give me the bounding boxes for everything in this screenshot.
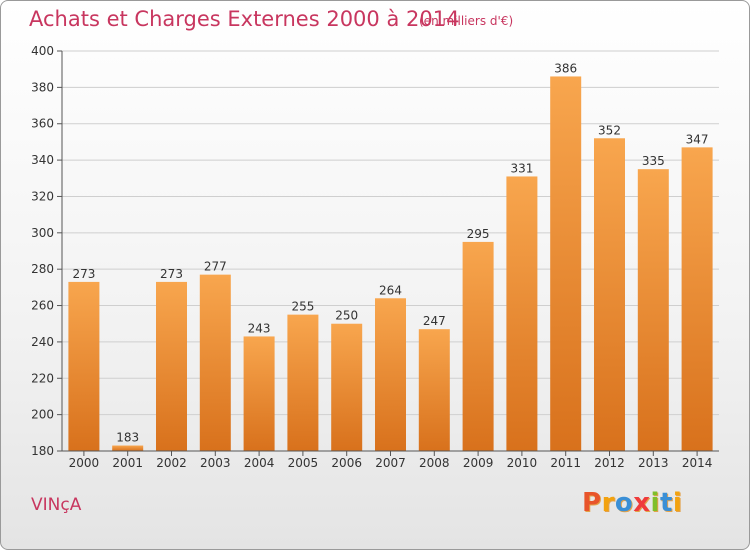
bar-2003 <box>199 274 231 451</box>
data-label: 273 <box>72 267 95 281</box>
chart-subtitle: (en milliers d'€) <box>419 14 514 28</box>
y-tick-label: 320 <box>31 189 54 203</box>
data-label: 250 <box>335 309 358 323</box>
x-tick-label: 2006 <box>331 456 362 470</box>
logo-letter: t <box>659 488 673 518</box>
data-label: 264 <box>379 283 402 297</box>
chart-title: Achats et Charges Externes 2000 à 2014 <box>29 7 460 31</box>
bar-2010 <box>506 176 538 452</box>
x-tick-label: 2004 <box>244 456 275 470</box>
y-tick-label: 300 <box>31 226 54 240</box>
x-tick-label: 2011 <box>550 456 581 470</box>
y-tick-label: 260 <box>31 299 54 313</box>
bar-2009 <box>462 241 494 451</box>
x-tick-label: 2010 <box>507 456 538 470</box>
logo-letter: P <box>582 488 602 518</box>
data-label: 386 <box>554 61 577 75</box>
bar-2011 <box>550 76 582 452</box>
logo-letter: i <box>650 488 660 518</box>
x-tick-label: 2014 <box>682 456 713 470</box>
data-label: 295 <box>467 227 490 241</box>
bar-2005 <box>287 314 319 451</box>
bar-2013 <box>637 169 669 451</box>
x-tick-label: 2005 <box>288 456 319 470</box>
y-tick-label: 400 <box>31 44 54 58</box>
data-label: 335 <box>642 154 665 168</box>
proxiti-logo: Proxiti <box>582 488 682 518</box>
data-label: 277 <box>204 260 227 274</box>
data-label: 243 <box>248 321 271 335</box>
bar-2012 <box>594 138 625 452</box>
logo-letter: x <box>633 488 651 518</box>
logo-letter: i <box>672 488 683 518</box>
data-label: 247 <box>423 314 446 328</box>
bar-2014 <box>681 147 713 451</box>
y-tick-label: 240 <box>31 335 54 349</box>
data-label: 273 <box>160 267 183 281</box>
x-tick-label: 2001 <box>112 456 143 470</box>
y-tick-label: 280 <box>31 262 54 276</box>
x-tick-label: 2003 <box>200 456 231 470</box>
bar-2002 <box>156 281 187 451</box>
bar-2000 <box>68 281 100 451</box>
x-tick-label: 2002 <box>156 456 187 470</box>
data-label: 352 <box>598 123 621 137</box>
y-tick-label: 340 <box>31 153 54 167</box>
bar-2006 <box>331 323 363 451</box>
data-label: 255 <box>291 300 314 314</box>
x-tick-label: 2009 <box>463 456 494 470</box>
data-label: 347 <box>686 132 709 146</box>
x-tick-label: 2000 <box>69 456 100 470</box>
y-tick-label: 360 <box>31 117 54 131</box>
x-tick-label: 2012 <box>594 456 625 470</box>
y-tick-label: 180 <box>31 444 54 458</box>
bar-2008 <box>418 329 450 451</box>
x-tick-label: 2007 <box>375 456 406 470</box>
bar-2001 <box>112 445 144 451</box>
logo-letter: r <box>601 488 615 518</box>
commune-name: VINçA <box>31 495 82 515</box>
bar-2004 <box>243 336 275 451</box>
y-tick-label: 220 <box>31 371 54 385</box>
data-label: 331 <box>510 161 533 175</box>
y-tick-label: 200 <box>31 408 54 422</box>
x-tick-label: 2008 <box>419 456 450 470</box>
y-tick-label: 380 <box>31 80 54 94</box>
x-tick-label: 2013 <box>638 456 669 470</box>
data-label: 183 <box>116 431 139 445</box>
bar-2007 <box>375 298 406 451</box>
logo-letter: o <box>614 488 634 518</box>
